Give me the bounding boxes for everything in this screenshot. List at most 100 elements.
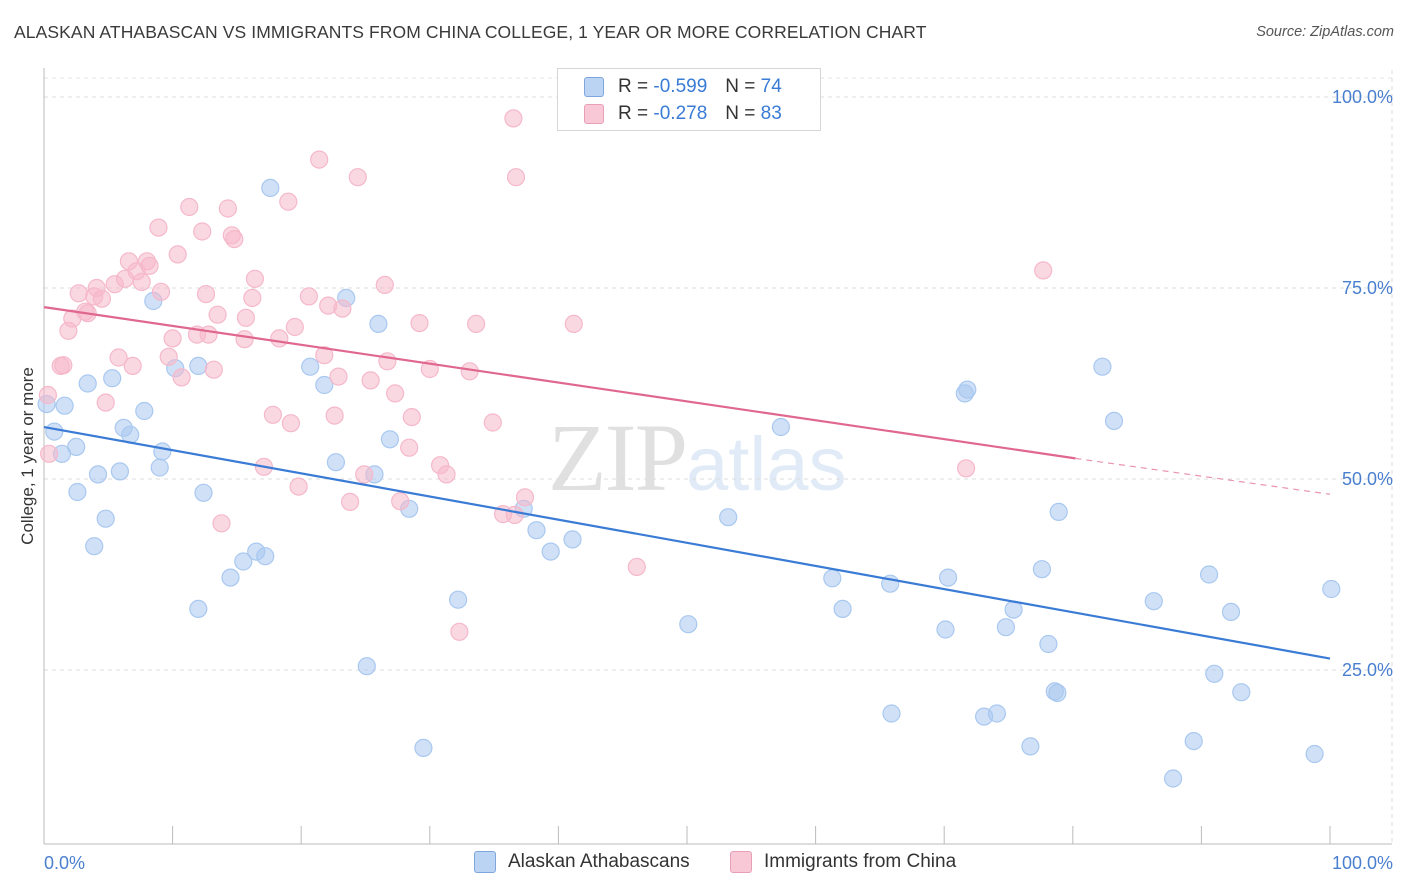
y-tick-label: 50.0% <box>1342 469 1393 489</box>
grid-lines <box>44 70 1393 844</box>
point-china <box>333 299 352 318</box>
point-athabascan <box>771 417 791 437</box>
point-china <box>355 465 374 484</box>
point-china <box>281 414 300 433</box>
point-china <box>341 492 360 511</box>
point-athabascan <box>189 356 208 375</box>
point-athabascan <box>67 437 86 456</box>
trend-extension-china <box>1075 457 1331 495</box>
y-tick-label: 75.0% <box>1342 278 1393 298</box>
point-athabascan <box>315 375 334 395</box>
point-athabascan <box>987 704 1007 723</box>
trend-lines <box>43 306 1331 660</box>
series-label: Alaskan Athabascans <box>508 851 690 872</box>
series-legend-china[interactable]: Immigrants from China <box>730 851 956 873</box>
point-athabascan <box>1048 683 1067 703</box>
point-china <box>132 272 151 291</box>
point-athabascan <box>833 599 852 619</box>
point-athabascan <box>261 178 280 197</box>
point-athabascan <box>679 615 698 634</box>
point-china <box>263 405 282 424</box>
point-athabascan <box>527 521 546 540</box>
y-axis-title: College, 1 year or more <box>18 367 37 545</box>
point-china <box>151 282 171 301</box>
point-athabascan <box>1049 502 1068 521</box>
point-china <box>123 356 142 375</box>
point-china <box>204 360 223 379</box>
point-china <box>39 444 59 463</box>
trend-line-athabascan <box>43 425 1331 660</box>
point-china <box>450 622 469 641</box>
point-china <box>400 438 419 457</box>
point-china <box>235 330 254 349</box>
point-china <box>54 356 73 375</box>
point-athabascan <box>85 537 104 556</box>
r-value: -0.599 <box>653 76 708 97</box>
r-value: -0.278 <box>653 103 708 124</box>
point-athabascan <box>326 453 345 472</box>
point-athabascan <box>150 458 169 477</box>
axes <box>43 68 1392 845</box>
point-athabascan <box>1163 769 1183 788</box>
point-china <box>375 275 394 294</box>
point-china <box>402 408 421 427</box>
point-china <box>92 289 112 308</box>
point-athabascan <box>194 483 213 502</box>
series-legend: Alaskan Athabascans Immigrants from Chin… <box>0 851 1406 879</box>
point-china <box>225 230 244 249</box>
point-athabascan <box>958 380 977 399</box>
point-athabascan <box>110 462 130 481</box>
series-legend-athabascan[interactable]: Alaskan Athabascans <box>474 851 690 873</box>
point-athabascan <box>189 599 208 619</box>
point-china <box>218 199 237 218</box>
point-athabascan <box>1021 737 1040 756</box>
point-athabascan <box>135 401 154 421</box>
point-china <box>270 329 289 348</box>
point-athabascan <box>96 509 115 528</box>
point-china <box>378 352 397 371</box>
point-athabascan <box>78 374 97 393</box>
point-athabascan <box>68 482 87 502</box>
point-china <box>956 459 976 478</box>
point-china <box>483 413 502 432</box>
point-athabascan <box>234 552 253 571</box>
point-china <box>329 367 348 386</box>
point-china <box>212 514 231 533</box>
source-note: Source: ZipAtlas.com <box>1256 24 1394 40</box>
point-athabascan <box>103 369 122 388</box>
point-athabascan <box>256 547 275 566</box>
point-china <box>410 314 429 333</box>
point-china <box>199 325 218 344</box>
point-athabascan <box>1322 579 1341 599</box>
point-china <box>69 284 88 303</box>
point-china <box>564 314 583 333</box>
data-points <box>37 109 1341 788</box>
point-china <box>149 218 168 237</box>
point-china <box>515 488 535 507</box>
x-tick-label-min: 0.0% <box>44 853 85 873</box>
point-athabascan <box>301 357 320 376</box>
point-athabascan <box>1104 411 1124 430</box>
point-athabascan <box>88 465 108 484</box>
point-athabascan <box>1199 565 1219 584</box>
point-athabascan <box>357 657 376 676</box>
n-value: 83 <box>760 103 782 124</box>
point-china <box>467 314 486 333</box>
point-china <box>193 222 212 241</box>
point-athabascan <box>1232 683 1251 702</box>
point-athabascan <box>1184 731 1203 751</box>
legend-swatch-pink <box>584 104 604 124</box>
point-athabascan <box>882 704 901 723</box>
point-china <box>96 393 115 412</box>
point-china <box>159 347 178 366</box>
point-athabascan <box>45 422 64 441</box>
point-athabascan <box>1205 664 1224 683</box>
chart-title: ALASKAN ATHABASCAN VS IMMIGRANTS FROM CH… <box>14 22 927 42</box>
point-athabascan <box>153 442 172 461</box>
point-athabascan <box>1305 744 1324 764</box>
y-tick-label: 25.0% <box>1342 660 1393 680</box>
r-label: R = <box>618 103 649 124</box>
point-china <box>627 557 646 577</box>
watermark: ZIPatlas <box>548 404 847 511</box>
legend-swatch-blue <box>584 77 604 97</box>
